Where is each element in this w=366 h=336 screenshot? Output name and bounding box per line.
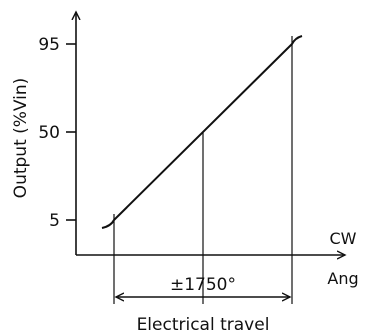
y-tick-label-95: 95 [38,35,60,55]
electrical-travel-label: Electrical travel [137,315,270,335]
ang-label: Ang [327,269,358,288]
output-series-line [101,35,303,229]
y-ticks: 5 50 95 [38,35,76,231]
y-axis-label: Output (%Vin) [11,78,31,199]
y-tick-label-50: 50 [38,123,60,143]
y-tick-label-5: 5 [49,211,60,231]
cw-label: CW [330,229,357,248]
travel-range-label: ±1750° [170,275,236,295]
